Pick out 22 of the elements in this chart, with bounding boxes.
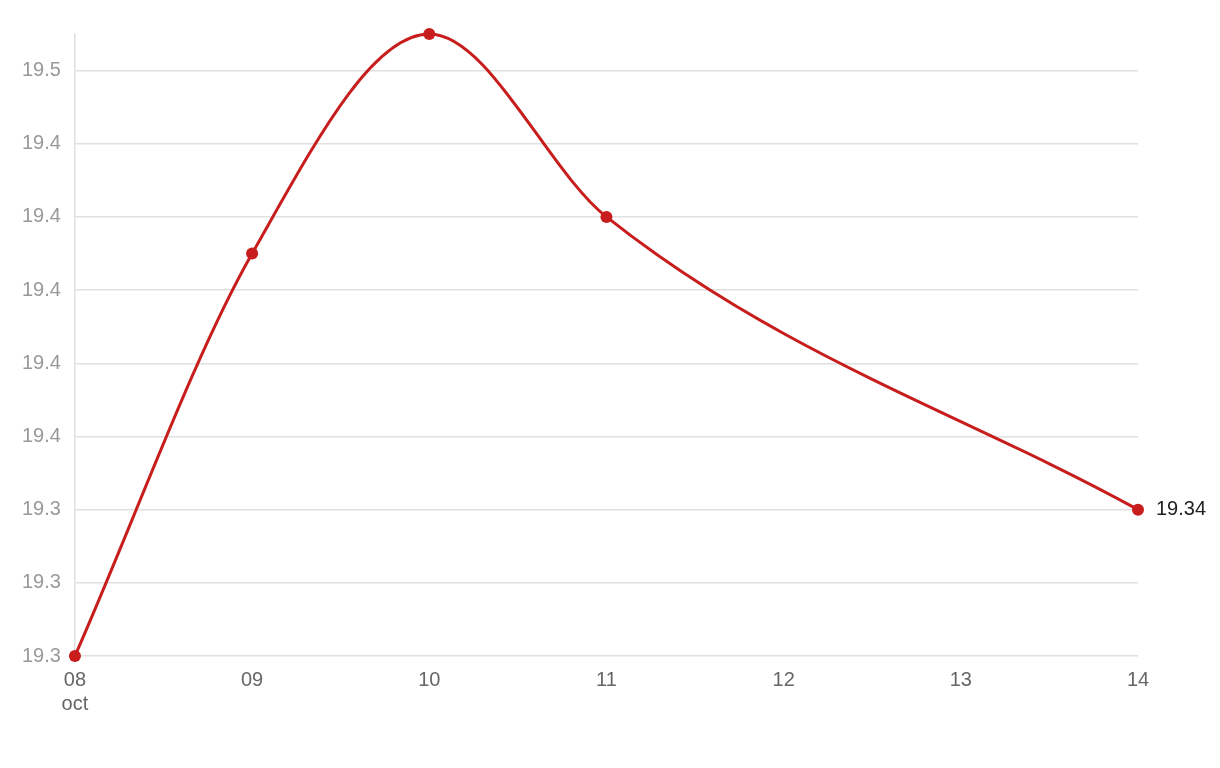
point (423, 28, 436, 40)
x-tick-label: 10 (418, 667, 441, 690)
y-tick-label: 19.4 (21, 204, 61, 227)
data-label: 19.34 (1156, 497, 1207, 520)
y-tick-label: 19.5 (21, 58, 61, 81)
x-tick-label: 13 (949, 667, 972, 690)
point (246, 247, 259, 260)
x-tick-label: 14 (1126, 667, 1150, 690)
point (68, 650, 81, 662)
x-tick-label: 12 (772, 667, 795, 690)
point (600, 210, 613, 223)
y-tick-label: 19.3 (21, 570, 61, 593)
y-tick-label: 19.3 (21, 643, 61, 666)
x-tick-label: 11 (596, 667, 617, 690)
y-tick-label: 19.3 (21, 497, 61, 520)
y-tick-label: 19.4 (21, 277, 61, 300)
x-tick-label: 08 oct (61, 667, 89, 714)
y-tick-label: 19.4 (21, 423, 61, 446)
x-tick-label: 09 (240, 667, 264, 690)
y-tick-label: 19.4 (21, 350, 61, 373)
point (1132, 503, 1144, 516)
y-tick-label: 19.4 (21, 131, 61, 154)
